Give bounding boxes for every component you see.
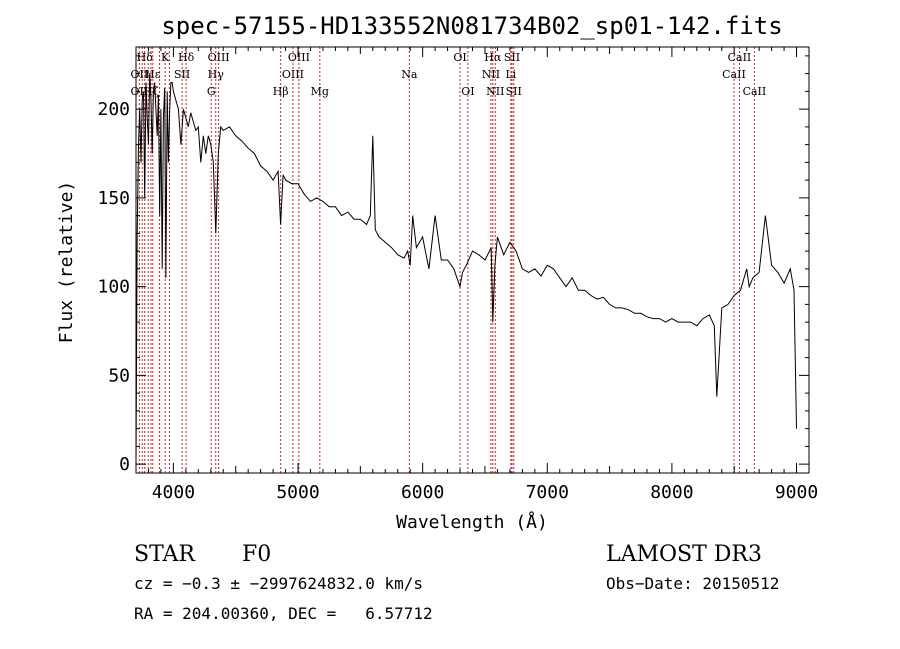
line-label-22: Mg — [311, 85, 329, 98]
y-tick-label-1: 50 — [108, 365, 130, 386]
line-label-26: CaII — [743, 85, 767, 98]
line-label-6: Hα — [484, 51, 502, 64]
line-label-9: OII — [131, 68, 149, 81]
x-tick-label-2: 6000 — [401, 482, 444, 503]
line-label-1: K — [161, 51, 170, 64]
survey-name: LAMOST DR3 — [606, 542, 762, 567]
y-axis-ticks: 0 50 100 150 200 — [97, 55, 809, 475]
line-label-12: Hγ — [208, 68, 225, 81]
line-label-13: OIII — [282, 68, 304, 81]
y-tick-label-2: 100 — [97, 277, 130, 298]
redshift-info: cz = −0.3 ± −2997624832.0 km/s — [134, 574, 423, 593]
line-label-0: Hδ — [137, 51, 154, 64]
line-label-4: OIII — [288, 51, 310, 64]
y-tick-label-3: 150 — [97, 188, 130, 209]
obs-date: Obs−Date: 20150512 — [606, 574, 779, 593]
object-class: STAR — [134, 542, 196, 567]
plot-frame — [135, 46, 810, 474]
y-tick-label-4: 200 — [97, 99, 130, 120]
x-tick-label-4: 8000 — [650, 482, 693, 503]
line-label-11: SII — [174, 68, 190, 81]
chart-title: spec-57155-HD133552N081734B02_sp01-142.f… — [161, 12, 782, 40]
line-label-23: OI — [461, 85, 474, 98]
line-label-24: NII — [486, 85, 504, 98]
line-label-2: Hδ — [178, 51, 195, 64]
x-tick-label-5: 9000 — [775, 482, 818, 503]
line-label-21: Hβ — [273, 85, 289, 98]
object-subclass: F0 — [242, 542, 271, 567]
y-axis-label: Flux (relative) — [56, 181, 77, 344]
line-label-5: OI — [453, 51, 466, 64]
spectrum-series — [135, 73, 797, 465]
line-label-25: SII — [506, 85, 522, 98]
line-label-10: Hε — [145, 68, 161, 81]
line-label-17: CaII — [722, 68, 746, 81]
x-axis-ticks: 4000 5000 6000 7000 8000 9000 — [135, 47, 818, 503]
y-tick-label-0: 0 — [119, 454, 130, 475]
line-label-8: CaII — [728, 51, 752, 64]
line-label-15: NII — [482, 68, 500, 81]
x-tick-label-3: 7000 — [526, 482, 569, 503]
line-label-16: Li — [505, 68, 516, 81]
line-label-3: OIII — [208, 51, 230, 64]
coordinates: RA = 204.00360, DEC = 6.57712 — [134, 604, 433, 623]
line-label-14: Na — [401, 68, 418, 81]
line-label-7: SII — [504, 51, 520, 64]
line-label-20: G — [207, 85, 216, 98]
x-tick-label-0: 4000 — [152, 482, 195, 503]
x-tick-label-1: 5000 — [276, 482, 319, 503]
x-axis-label: Wavelength (Å) — [396, 511, 548, 533]
